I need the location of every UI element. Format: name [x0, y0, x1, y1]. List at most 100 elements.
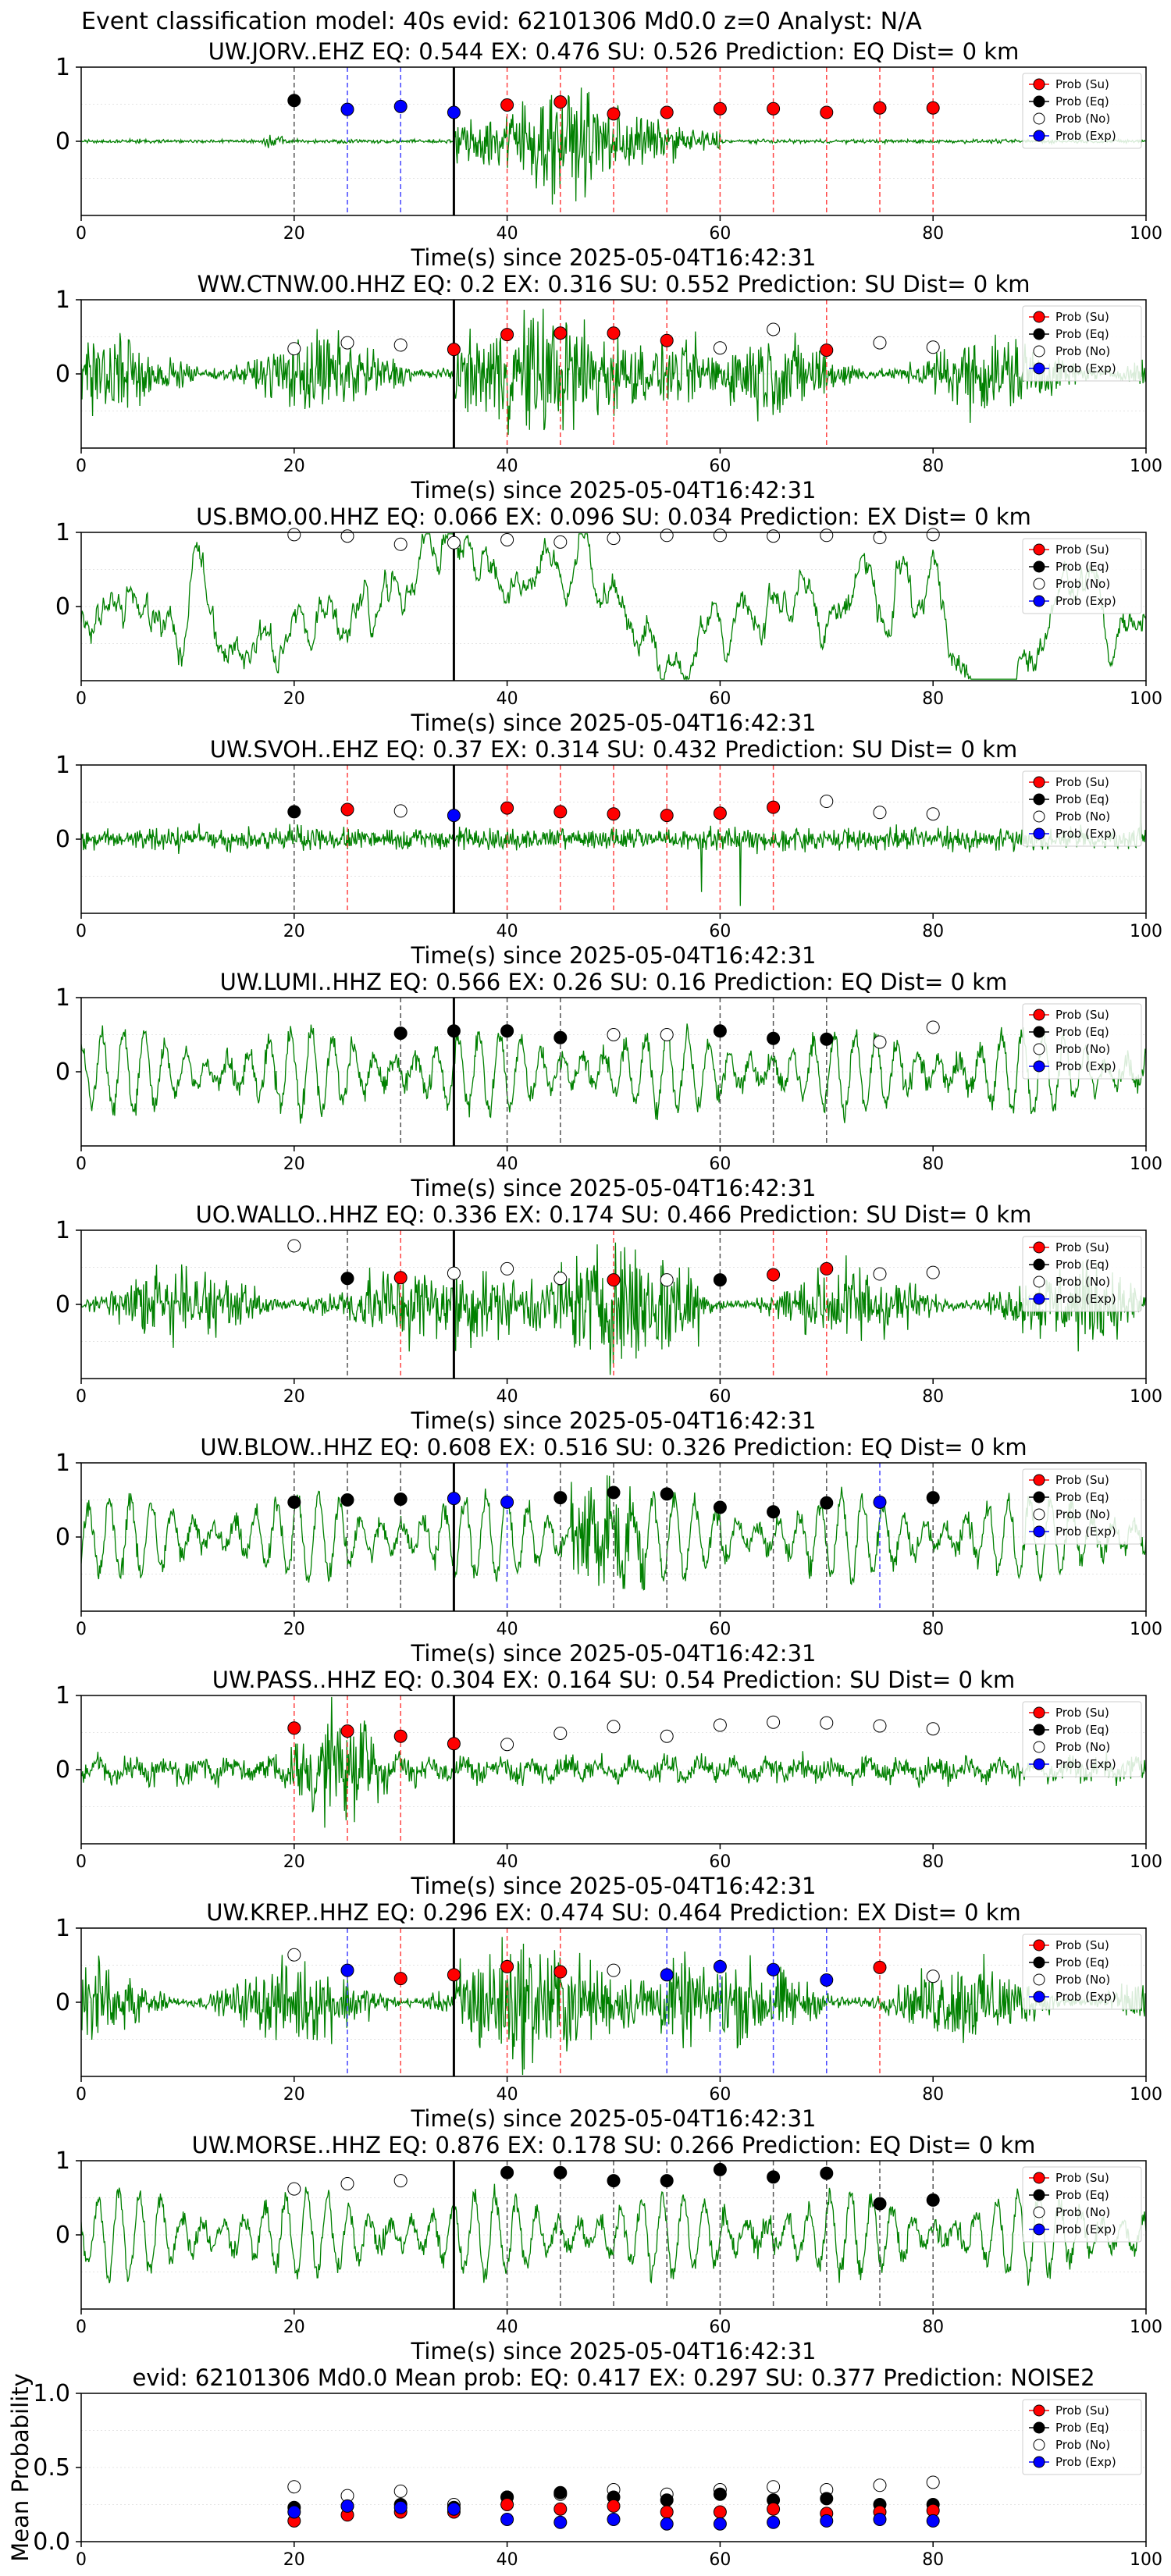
- legend-label: Prob (Su): [1055, 1938, 1109, 1952]
- prob-point-no: [500, 533, 514, 546]
- legend-marker: [1033, 827, 1045, 840]
- y-tick-label: 0: [55, 1291, 70, 1318]
- prob-point-exp: [767, 1962, 781, 1976]
- prob-point-eq: [500, 2165, 514, 2179]
- x-tick-label: 20: [283, 1852, 305, 1872]
- prob-point-su: [340, 802, 354, 817]
- legend-label: Prob (No): [1055, 2438, 1110, 2452]
- legend-label: Prob (No): [1055, 1740, 1110, 1754]
- legend-label: Prob (No): [1055, 809, 1110, 824]
- prob-point-no: [820, 1716, 834, 1730]
- mean-point-su: [607, 2499, 621, 2513]
- x-tick-label: 40: [497, 922, 518, 941]
- x-tick-label: 40: [497, 689, 518, 709]
- prob-point-su: [553, 326, 568, 340]
- prob-point-eq: [767, 1031, 781, 1045]
- prob-point-exp: [873, 1495, 887, 1509]
- x-tick-label: 60: [709, 1852, 731, 1872]
- legend-marker: [1033, 95, 1045, 108]
- x-tick-label: 100: [1130, 2085, 1162, 2105]
- legend-marker: [1033, 1991, 1045, 2003]
- chart-panel-4: UW.SVOH..EHZ EQ: 0.37 EX: 0.314 SU: 0.43…: [55, 736, 1162, 969]
- prob-point-no: [873, 1267, 887, 1281]
- prob-point-no: [607, 532, 621, 546]
- x-tick-label: 80: [922, 1852, 944, 1872]
- prob-point-no: [447, 535, 461, 550]
- legend-label: Prob (Eq): [1055, 2188, 1109, 2202]
- chart-panel-6: UO.WALLO..HHZ EQ: 0.336 EX: 0.174 SU: 0.…: [55, 1201, 1162, 1434]
- legend-label: Prob (No): [1055, 2205, 1110, 2219]
- legend-label: Prob (No): [1055, 577, 1110, 591]
- prob-point-no: [393, 537, 408, 551]
- legend-marker: [1033, 2456, 1045, 2468]
- x-tick-label: 0: [76, 922, 87, 941]
- legend-marker: [1033, 1009, 1045, 1021]
- legend-label: Prob (Exp): [1055, 129, 1116, 143]
- panel-title: UO.WALLO..HHZ EQ: 0.336 EX: 0.174 SU: 0.…: [196, 1201, 1032, 1228]
- legend-marker: [1033, 2223, 1045, 2236]
- panel-title: UW.LUMI..HHZ EQ: 0.566 EX: 0.26 SU: 0.16…: [220, 969, 1008, 995]
- mean-point-exp: [500, 2513, 514, 2526]
- y-tick-label: 0: [55, 826, 70, 853]
- prob-point-no: [553, 1726, 568, 1740]
- prob-point-su: [713, 806, 727, 820]
- prob-point-su: [393, 1729, 408, 1743]
- prob-point-no: [660, 1273, 674, 1287]
- legend-marker: [1033, 1973, 1045, 1986]
- mean-point-no: [393, 2484, 408, 2498]
- prob-point-su: [820, 1261, 834, 1276]
- x-tick-label: 80: [922, 689, 944, 709]
- legend-marker: [1033, 1508, 1045, 1521]
- mean-point-su: [767, 2502, 781, 2516]
- legend-marker: [1033, 78, 1045, 91]
- mean-point-no: [926, 2475, 940, 2489]
- legend-label: Prob (Exp): [1055, 2222, 1116, 2236]
- x-tick-label: 0: [76, 1387, 87, 1407]
- legend-label: Prob (Exp): [1055, 1292, 1116, 1306]
- prob-point-no: [660, 528, 674, 543]
- y-tick-label: 0: [55, 1524, 70, 1551]
- x-tick-label: 0: [76, 2318, 87, 2337]
- waveform-trace: [81, 533, 1146, 681]
- prob-point-exp: [340, 1963, 354, 1977]
- x-tick-label: 20: [283, 2085, 305, 2105]
- x-tick-label: 60: [709, 2318, 731, 2337]
- legend-label: Prob (Eq): [1055, 1955, 1109, 1969]
- prob-point-exp: [447, 1492, 461, 1506]
- y-tick-label: 1: [55, 1217, 70, 1244]
- prob-point-eq: [660, 1487, 674, 1501]
- legend-box: [1022, 1468, 1142, 1545]
- prob-point-no: [660, 1028, 674, 1041]
- prob-point-exp: [660, 1968, 674, 1982]
- x-tick-label: 80: [922, 922, 944, 941]
- legend-box: [1022, 770, 1142, 847]
- prob-point-exp: [393, 99, 408, 113]
- x-tick-label: 40: [497, 2085, 518, 2105]
- legend-marker: [1033, 595, 1045, 607]
- prob-point-su: [287, 1721, 301, 1735]
- x-tick-label: 0: [76, 1852, 87, 1872]
- legend-label: Prob (No): [1055, 112, 1110, 126]
- legend-label: Prob (Exp): [1055, 1757, 1116, 1771]
- legend-label: Prob (Su): [1055, 2171, 1109, 2185]
- mean-point-su: [713, 2505, 727, 2519]
- prob-point-exp: [713, 1959, 727, 1973]
- legend-box: [1022, 1934, 1142, 2010]
- x-tick-label: 60: [709, 689, 731, 709]
- legend-label: Prob (Su): [1055, 310, 1109, 324]
- legend-marker: [1033, 362, 1045, 375]
- y-tick-label: 0: [55, 1989, 70, 2016]
- chart-panel-7: UW.BLOW..HHZ EQ: 0.608 EX: 0.516 SU: 0.3…: [55, 1434, 1162, 1667]
- y-tick-label: 1: [55, 984, 70, 1012]
- y-axis-label: Mean Probability: [7, 2373, 34, 2562]
- prob-point-su: [607, 1273, 621, 1287]
- x-tick-label: 100: [1130, 457, 1162, 476]
- x-tick-label: 20: [283, 2550, 305, 2570]
- prob-point-su: [500, 328, 514, 342]
- mean-point-exp: [873, 2513, 887, 2526]
- x-tick-label: 80: [922, 2085, 944, 2105]
- mean-point-exp: [660, 2517, 674, 2531]
- chart-panel-1: UW.JORV..EHZ EQ: 0.544 EX: 0.476 SU: 0.5…: [55, 38, 1162, 271]
- prob-point-su: [607, 807, 621, 821]
- legend-label: Prob (No): [1055, 1973, 1110, 1987]
